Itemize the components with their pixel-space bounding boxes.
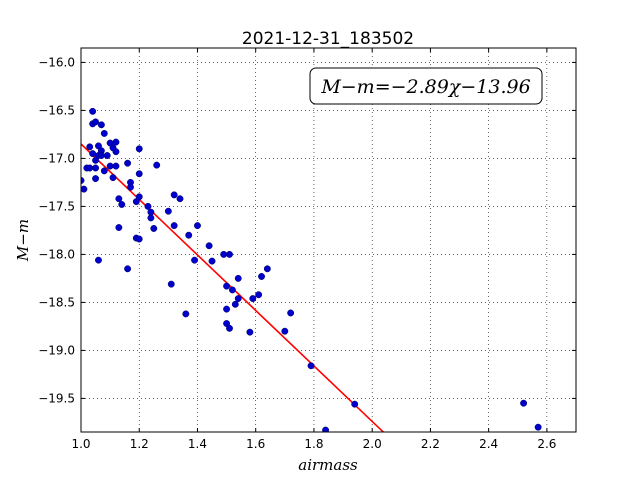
y-tick-label: −18.0 xyxy=(38,247,75,261)
data-point xyxy=(205,242,213,250)
data-point xyxy=(208,257,216,265)
x-tick-label: 1.6 xyxy=(246,437,265,451)
data-point xyxy=(322,426,330,432)
data-point xyxy=(185,231,193,239)
equation-frame xyxy=(309,67,543,105)
x-tick-label: 1.8 xyxy=(304,437,323,451)
equation-annotation: M−m=−2.89χ−13.96 xyxy=(320,76,530,98)
data-point xyxy=(109,174,117,182)
data-point xyxy=(182,310,190,318)
data-point xyxy=(150,225,158,232)
y-tick-label: −17.0 xyxy=(38,151,75,165)
data-point xyxy=(135,193,143,201)
data-point xyxy=(115,195,123,203)
data-point xyxy=(223,305,231,313)
data-point xyxy=(147,208,155,216)
data-point xyxy=(234,274,242,282)
data-point xyxy=(135,170,143,178)
chart-title: 2021-12-31_183502 xyxy=(242,29,414,49)
data-point xyxy=(249,295,257,303)
x-tick-label: 1.0 xyxy=(71,437,90,451)
data-point xyxy=(97,152,105,159)
x-tick-label: 2.0 xyxy=(363,437,382,451)
data-point xyxy=(124,265,132,273)
data-point xyxy=(258,273,265,280)
data-point xyxy=(307,362,315,370)
plot-area xyxy=(81,107,542,432)
data-point xyxy=(153,161,161,169)
data-point xyxy=(228,286,236,294)
data-point xyxy=(112,148,120,156)
data-point xyxy=(118,201,126,208)
data-point xyxy=(263,265,271,273)
data-point xyxy=(95,256,102,264)
axis-ticks: 1.0 1.2 1.4 1.6 1.8 2.0 2.2 2.4 2.6 −16.0 −16.5 −17… xyxy=(38,48,576,451)
data-point xyxy=(92,175,100,183)
data-point xyxy=(124,159,132,167)
y-tick-label: −19.0 xyxy=(38,343,75,357)
data-point xyxy=(231,300,239,308)
data-point xyxy=(234,295,242,303)
data-point xyxy=(106,162,114,170)
data-point xyxy=(112,138,120,146)
data-point xyxy=(246,328,254,336)
data-point xyxy=(226,250,233,258)
data-point xyxy=(115,224,123,231)
y-tick-label: −18.5 xyxy=(38,295,75,309)
data-point xyxy=(112,162,120,170)
data-point xyxy=(144,202,152,210)
equation-box: M−m=−2.89χ−13.96 xyxy=(309,67,543,105)
data-point xyxy=(89,150,97,158)
data-point xyxy=(255,291,263,299)
data-point xyxy=(170,222,178,230)
y-tick-label: −16.5 xyxy=(38,103,75,117)
data-point xyxy=(287,309,295,317)
data-point xyxy=(81,185,88,193)
axes-frame xyxy=(80,47,577,433)
data-point xyxy=(135,145,143,153)
x-tick-label: 1.4 xyxy=(188,437,207,451)
data-point xyxy=(86,143,94,151)
data-point xyxy=(194,222,201,230)
x-axis-label: airmass xyxy=(298,456,358,474)
data-point xyxy=(351,400,359,408)
y-tick-label: −17.5 xyxy=(38,199,75,213)
data-point xyxy=(86,164,94,172)
x-tick-label: 2.4 xyxy=(479,437,498,451)
data-point xyxy=(167,280,175,288)
data-point xyxy=(191,256,199,264)
x-tick-label: 2.2 xyxy=(421,437,440,451)
y-axis-label: M−m xyxy=(14,219,32,262)
data-point xyxy=(176,195,184,203)
data-point xyxy=(92,164,100,172)
data-point xyxy=(92,118,100,126)
data-point xyxy=(147,214,155,222)
data-point xyxy=(89,107,97,115)
data-point xyxy=(100,167,108,175)
data-point xyxy=(97,121,105,129)
x-tick-label: 1.2 xyxy=(130,437,149,451)
y-tick-label: −19.5 xyxy=(38,391,75,405)
grid-lines xyxy=(80,48,576,432)
data-point xyxy=(520,399,528,407)
data-point xyxy=(281,327,289,335)
data-point xyxy=(103,152,111,159)
data-point xyxy=(100,129,108,137)
data-point xyxy=(226,324,233,332)
y-tick-label: −16.0 xyxy=(38,55,75,69)
data-point xyxy=(223,282,231,290)
data-point xyxy=(170,191,178,199)
data-point xyxy=(534,423,542,431)
x-tick-label: 2.6 xyxy=(537,437,556,451)
data-point xyxy=(127,183,134,191)
data-point xyxy=(164,207,172,215)
data-point xyxy=(135,235,143,243)
data-point xyxy=(220,250,228,258)
